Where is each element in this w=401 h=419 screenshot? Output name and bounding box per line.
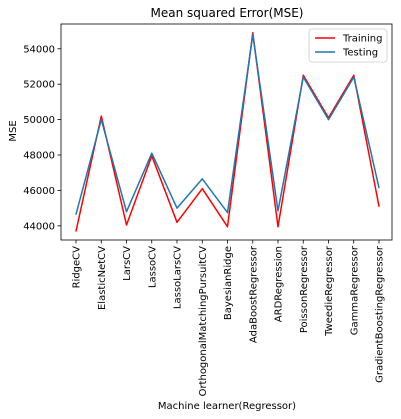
series-line-training [75,32,380,232]
legend-label-testing: Testing [342,48,378,59]
plot-lines [75,32,380,232]
data-point-testing [176,207,178,209]
data-point-testing [226,211,229,214]
data-point-testing [252,34,254,36]
data-point-testing [100,119,102,121]
x-tick-label: PoissonRegressor [299,245,310,333]
x-tick-label: GradientBoostingRegressor [375,245,386,383]
x-tick-label: ElasticNetCV [97,246,108,310]
data-point-testing [277,210,279,212]
y-tick-label: 52000 [23,80,55,91]
x-tick-label: OrthogonalMatchingPursuitCV [198,246,209,397]
y-tick-label: 54000 [23,44,55,55]
data-point-testing [201,178,203,180]
data-point-testing [302,76,304,78]
y-tick-label: 46000 [23,186,55,197]
data-point-testing [353,76,355,78]
data-point-training [378,205,380,207]
x-tick-label: LarsCV [122,246,133,281]
y-axis: 44000 46000 48000 50000 52000 54000 [23,44,61,232]
data-point-training [176,221,178,223]
data-point-training [226,226,229,228]
data-point-training [100,115,102,117]
x-axis-label: Machine learner(Regressor) [158,401,296,412]
data-point-testing [151,152,153,154]
x-tick-label: AdaBoostRegressor [248,245,259,343]
legend: Training Testing [308,28,388,63]
data-point-testing [75,213,77,215]
x-tick-label: ARDRegression [274,246,285,322]
data-point-training [277,226,279,228]
x-axis: RidgeCV ElasticNetCV LarsCV LassoCV LassoLar… [72,240,386,396]
x-tick-label: TweedieRegressor [324,245,335,337]
y-tick-label: 48000 [23,151,55,162]
data-point-training [201,188,203,190]
x-tick-label: LassoCV [147,246,158,288]
legend-label-training: Training [342,34,382,45]
y-tick-label: 50000 [23,115,55,126]
x-tick-label: RidgeCV [72,246,83,289]
data-point-training [252,32,254,34]
data-point-testing [125,211,128,213]
y-axis-label: MSE [8,120,19,141]
data-point-training [302,74,304,76]
data-point-training [353,74,355,76]
data-point-testing [327,119,330,121]
data-point-testing [378,187,380,189]
y-tick-label: 44000 [23,221,55,232]
data-point-training [125,224,128,226]
chart-title: Mean squared Error(MSE) [151,6,304,20]
plot-frame [60,23,393,241]
x-tick-label: BayesianRidge [223,246,234,320]
data-point-training [75,230,77,232]
x-tick-label: LassoLarsCV [173,246,184,309]
x-tick-label: GammaRegressor [349,245,360,335]
